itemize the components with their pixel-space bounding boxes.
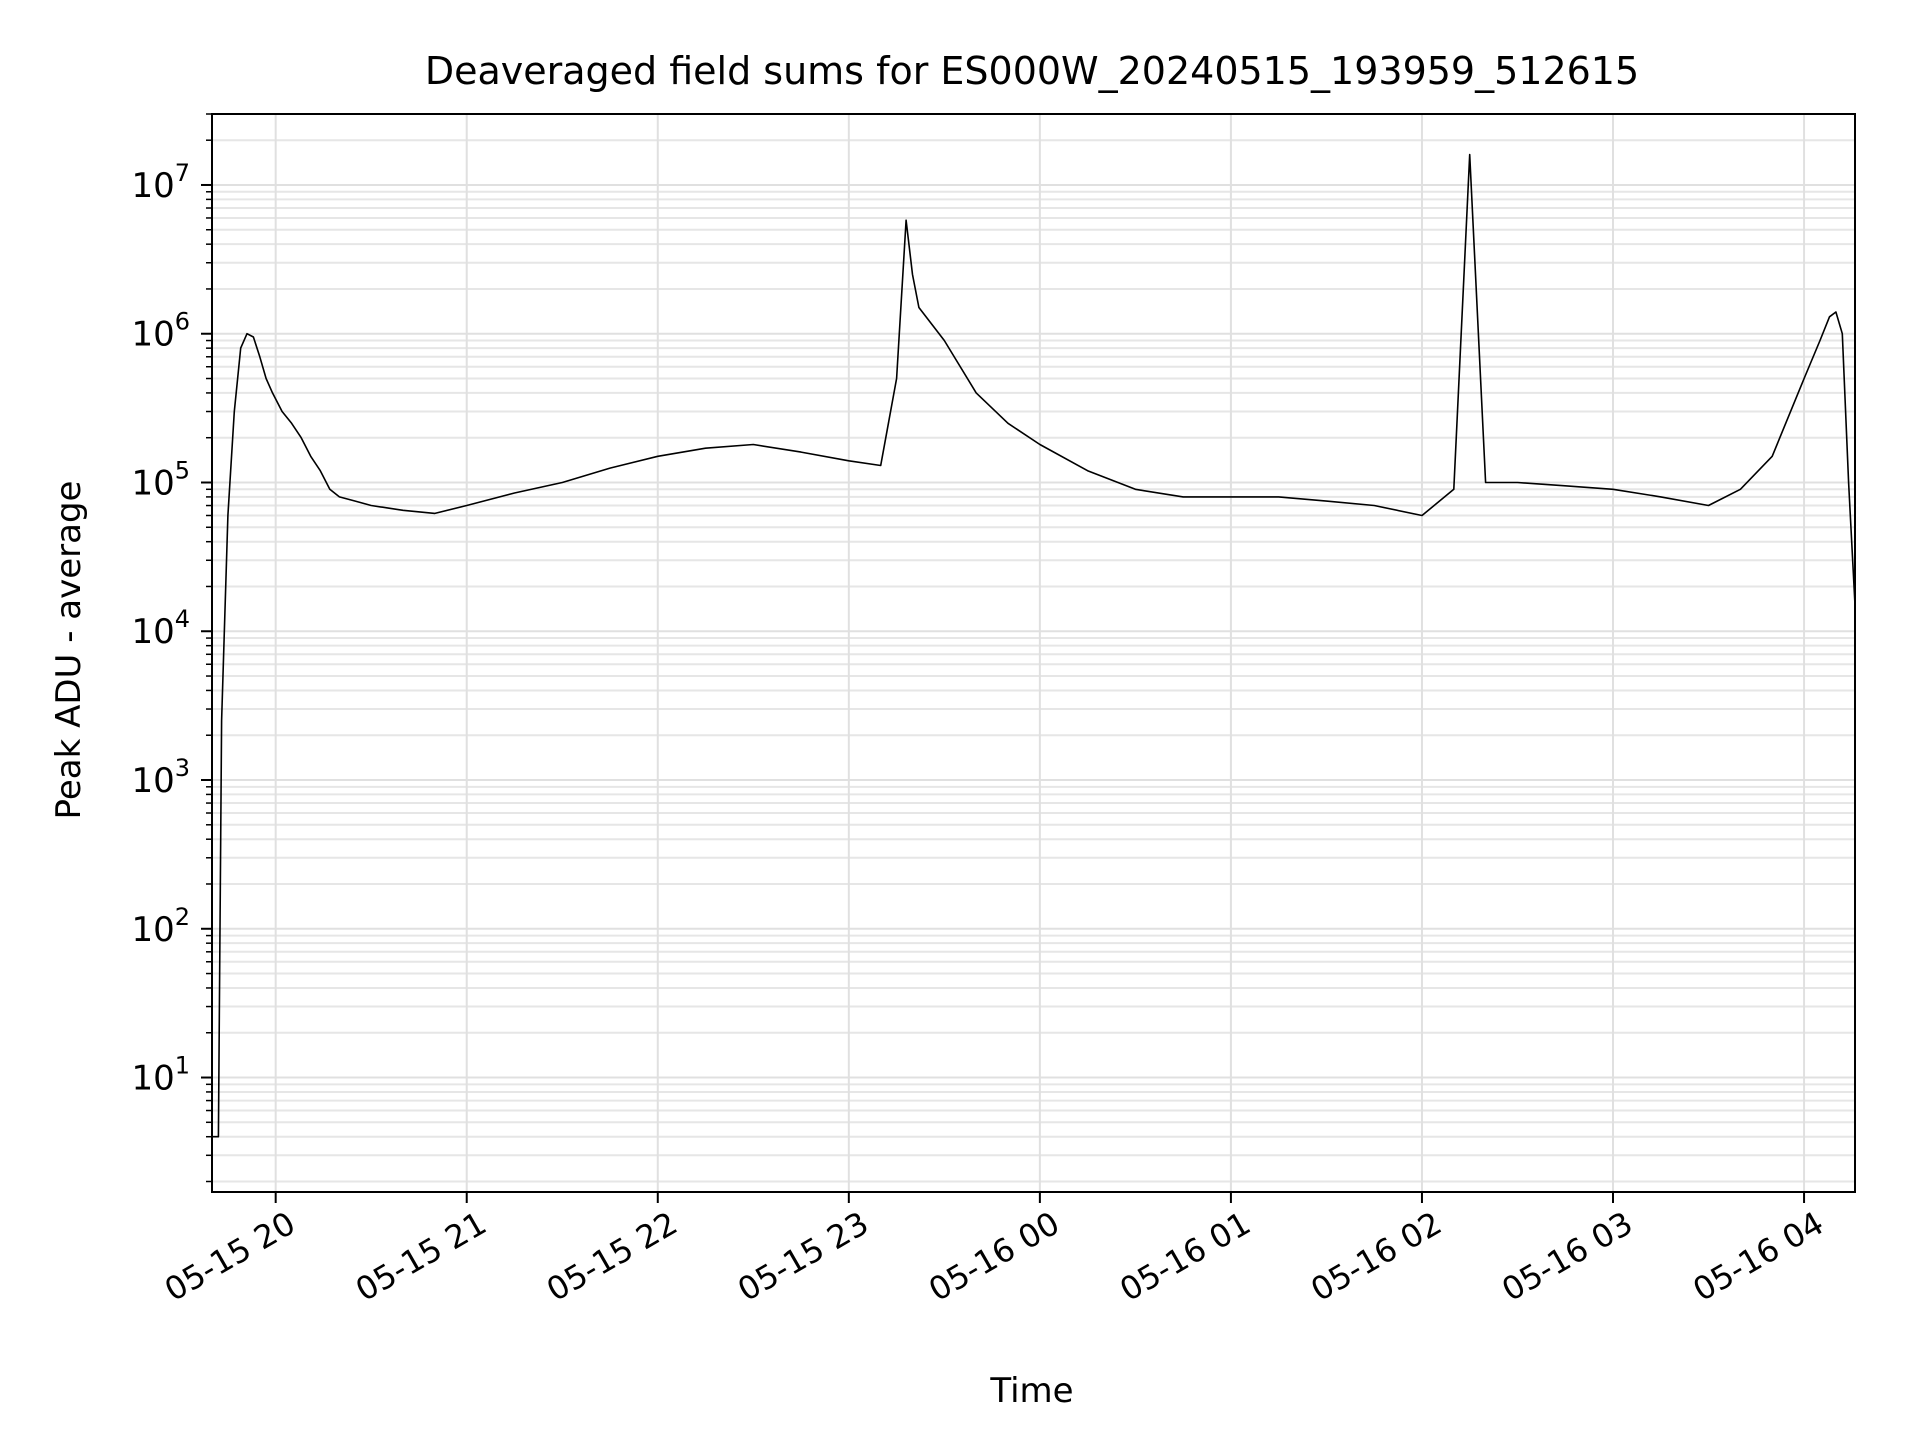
y-tick-label: 102 (131, 903, 190, 950)
series-line-0 (212, 153, 1856, 1138)
y-tick-label: 106 (131, 308, 190, 355)
x-axis-label: Time (989, 1371, 1073, 1411)
plot-frame (211, 113, 1856, 1193)
y-axis-label: Peak ADU - average (49, 481, 89, 820)
y-tick-label: 107 (131, 159, 190, 206)
y-tick-label: 104 (131, 605, 190, 652)
y-tick-label: 105 (131, 456, 190, 503)
y-tick-label: 101 (131, 1052, 190, 1099)
y-axis: 101 102 103 104 105 106 107 (131, 113, 212, 1183)
y-tick-label: 103 (131, 754, 190, 801)
chart-title: Deaveraged field sums for ES000W_2024051… (425, 49, 1639, 93)
series-layer (212, 153, 1856, 1138)
